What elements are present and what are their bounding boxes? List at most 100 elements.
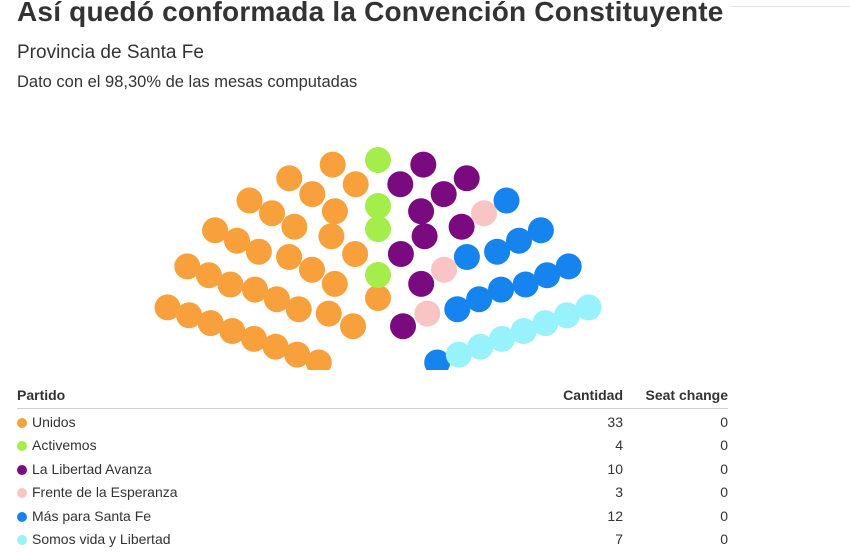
seat-dot — [453, 244, 480, 270]
table-row: La Libertad Avanza 10 0 — [17, 456, 728, 479]
seat-dot — [430, 181, 457, 208]
table-row: Frente de la Esperanza 3 0 — [17, 479, 728, 502]
header-party: Partido — [17, 387, 66, 403]
seat-dot — [390, 313, 416, 340]
party-name: Frente de la Esperanza — [32, 484, 178, 501]
header-seat-change: Seat change — [645, 387, 728, 403]
seat-dot — [321, 198, 348, 225]
seat-dot — [202, 217, 229, 244]
seat-dot — [299, 256, 325, 283]
seat-dot — [408, 198, 435, 225]
legend-swatch — [17, 418, 27, 428]
parliament-chart — [154, 147, 602, 370]
seat-dot — [242, 276, 268, 303]
seat-dot — [174, 253, 201, 280]
seat-dot — [365, 147, 391, 173]
seat-dot — [410, 151, 437, 178]
seat-dot — [224, 227, 250, 254]
seat-dot — [315, 300, 342, 327]
seat-dot — [284, 341, 311, 368]
seat-dot — [445, 341, 472, 368]
seat-dot — [444, 296, 471, 323]
seat-dot — [512, 271, 539, 298]
seat-dot — [411, 223, 438, 250]
seat-dot — [176, 302, 203, 329]
seat-dot — [340, 313, 366, 340]
seat-dot — [408, 270, 435, 297]
table-row: Unidos 33 0 — [17, 409, 728, 432]
seat-dot — [321, 270, 348, 297]
seat-dot — [493, 187, 520, 214]
seat-dot — [263, 286, 290, 313]
seat-dot — [575, 294, 602, 321]
seat-dot — [414, 300, 441, 327]
seat-change: 0 — [720, 460, 728, 477]
seat-dot — [262, 333, 289, 360]
seat-dot — [219, 318, 246, 344]
legend-swatch — [17, 534, 27, 545]
seat-dot — [197, 310, 224, 337]
seat-dot — [488, 276, 514, 303]
table-row: Activemos 4 0 — [17, 432, 728, 455]
seat-dot — [527, 217, 554, 244]
seat-change: 0 — [720, 530, 728, 547]
party-name: Somos vida y Libertad — [32, 530, 171, 547]
seat-dot — [424, 349, 451, 370]
seat-dot — [532, 310, 559, 337]
seat-count: 7 — [615, 530, 623, 547]
seat-dot — [276, 244, 303, 270]
party-name: Más para Santa Fe — [32, 507, 152, 524]
top-divider — [729, 6, 850, 7]
seat-dot — [534, 262, 561, 289]
legend-swatch — [17, 441, 27, 452]
seat-dot — [365, 216, 391, 242]
seat-dot — [365, 262, 391, 288]
seat-dot — [241, 325, 267, 352]
seat-change: 0 — [720, 507, 728, 524]
seat-dot — [305, 349, 332, 370]
seat-dot — [489, 325, 515, 352]
seat-dot — [276, 165, 303, 192]
seat-dot — [195, 262, 222, 289]
chart-subtitle: Provincia de Santa Fe — [17, 42, 204, 63]
seat-count: 3 — [615, 484, 623, 501]
seat-dot — [236, 187, 263, 214]
chart-title: Así quedó conformada la Convención Const… — [17, 0, 724, 27]
seat-dot — [453, 165, 480, 192]
seat-dot — [154, 294, 181, 321]
legend-swatch — [17, 511, 27, 522]
seat-dot — [342, 241, 369, 267]
seat-count: 4 — [615, 437, 623, 454]
seat-dot — [387, 171, 414, 198]
data-note: Dato con el 98,30% de las mesas computad… — [17, 73, 358, 91]
seat-dot — [448, 213, 475, 240]
seat-dot — [285, 296, 312, 323]
results-table: Partido Cantidad Seat change Unidos 33 0… — [17, 384, 728, 549]
seat-dot — [365, 285, 391, 311]
seat-dot — [387, 241, 414, 267]
seat-count: 10 — [607, 460, 623, 477]
table-row: Más para Santa Fe 12 0 — [17, 503, 728, 526]
seat-dot — [299, 181, 326, 208]
seat-dot — [259, 200, 285, 227]
seat-dot — [466, 286, 493, 313]
seat-dot — [217, 271, 244, 298]
seat-dot — [318, 223, 345, 250]
seat-dot — [555, 253, 582, 280]
header-count: Cantidad — [563, 387, 623, 403]
party-name: La Libertad Avanza — [32, 460, 152, 477]
seat-count: 12 — [607, 507, 623, 524]
seat-dot — [245, 238, 272, 265]
seat-dot — [510, 318, 537, 344]
seat-dot — [281, 213, 308, 240]
seat-dot — [553, 302, 580, 329]
seat-change: 0 — [720, 414, 728, 430]
seat-dot — [484, 238, 511, 265]
party-name: Unidos — [32, 414, 76, 430]
seat-dot — [342, 171, 369, 198]
table-row: Somos vida y Libertad 7 0 — [17, 526, 728, 549]
seat-dot — [431, 256, 457, 283]
seat-count: 33 — [607, 414, 623, 430]
seat-dot — [319, 151, 346, 178]
legend-swatch — [17, 464, 27, 475]
